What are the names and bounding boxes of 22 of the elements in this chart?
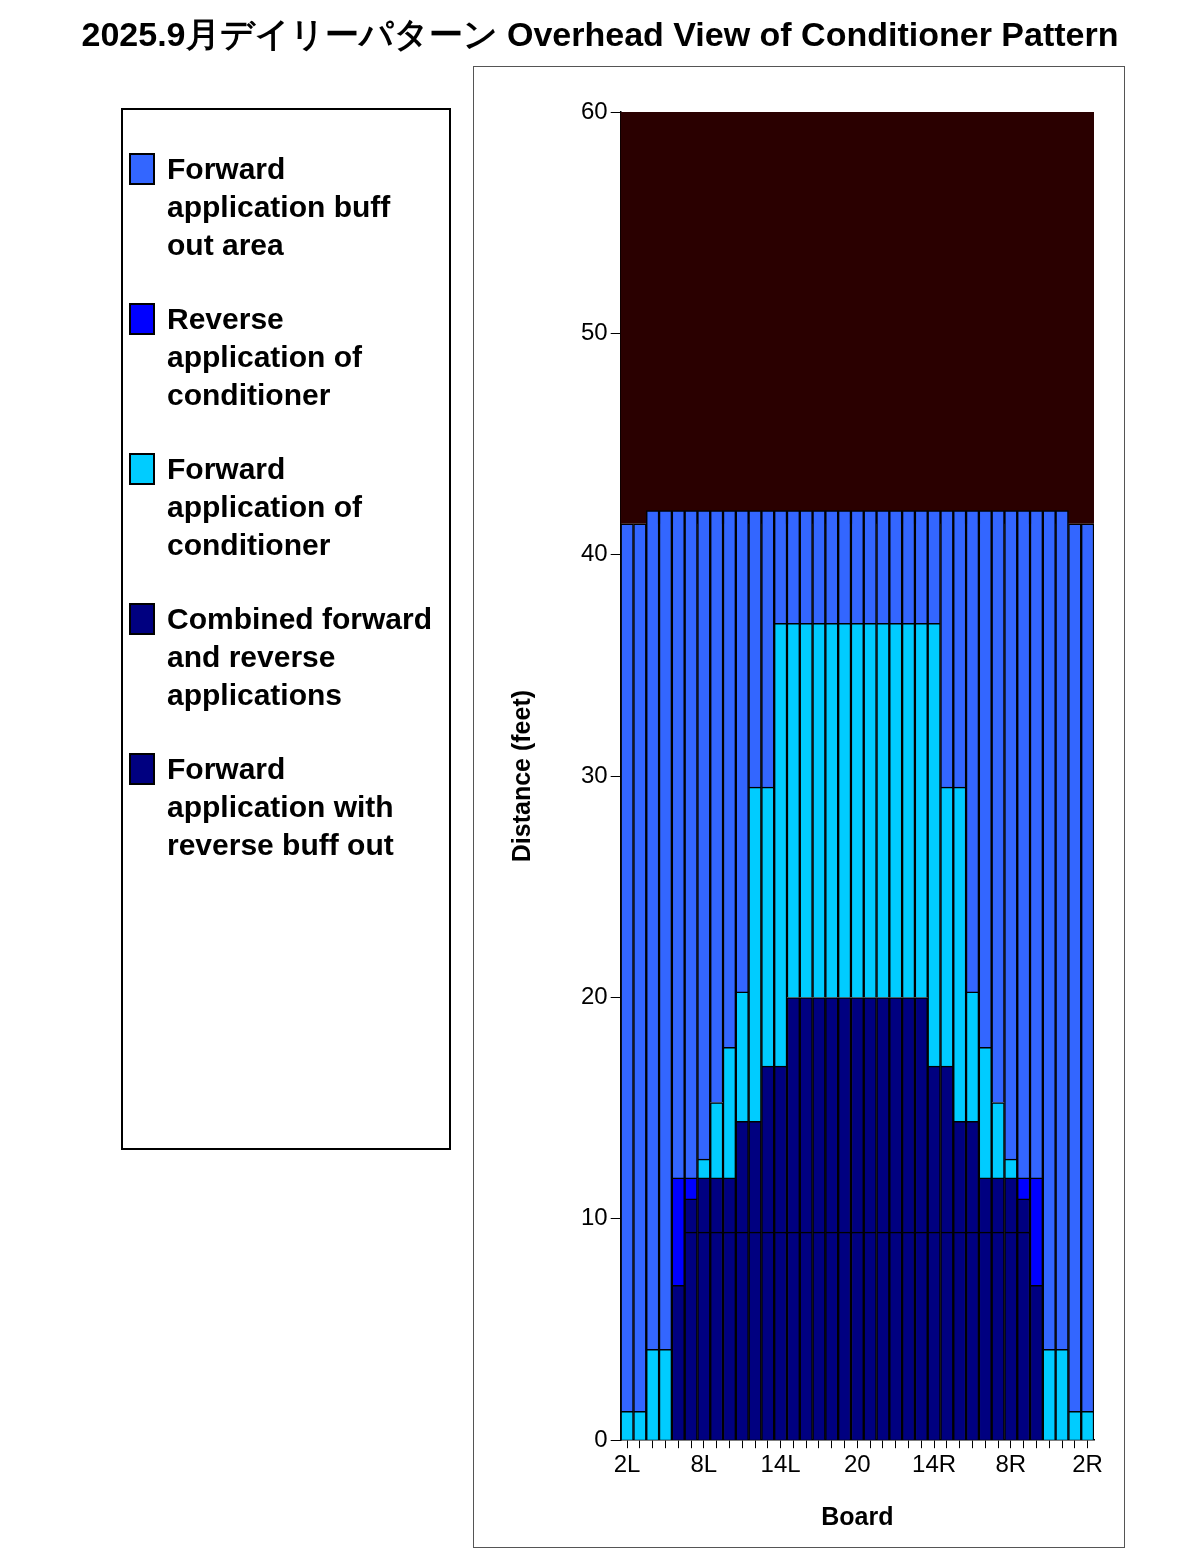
legend-label: Forward application buff out area <box>167 151 392 263</box>
x-tick-label: 8L <box>690 1450 718 1478</box>
x-tick-label: 2L <box>613 1450 641 1478</box>
legend-label: Forward application with reverse buff out <box>167 751 395 863</box>
legend-label: Forward application of conditioner <box>167 451 363 563</box>
legend-label: Reverse application of conditioner <box>167 301 363 413</box>
legend-label: Combined forward and reverse applications <box>167 601 433 713</box>
y-tick-label: 40 <box>580 539 608 567</box>
x-axis-title: Board <box>821 1501 894 1530</box>
x-tick-label: 20 <box>844 1450 871 1478</box>
x-tick-label: 14L <box>760 1450 801 1478</box>
y-tick-label: 50 <box>580 317 608 345</box>
y-tick-label: 0 <box>594 1424 608 1452</box>
x-tick-label: 8R <box>995 1450 1027 1478</box>
chart-title: 2025.9月デイリーパターン Overhead View of Conditioner Pattern <box>80 14 1120 55</box>
x-tick-label: 14R <box>912 1450 957 1478</box>
x-tick-label: 2R <box>1072 1450 1103 1478</box>
y-tick-label: 30 <box>580 760 608 788</box>
y-tick-label: 20 <box>580 982 608 1010</box>
y-axis-title: Distance (feet) <box>506 689 535 863</box>
y-tick-label: 60 <box>580 96 608 124</box>
y-tick-label: 10 <box>580 1203 608 1231</box>
